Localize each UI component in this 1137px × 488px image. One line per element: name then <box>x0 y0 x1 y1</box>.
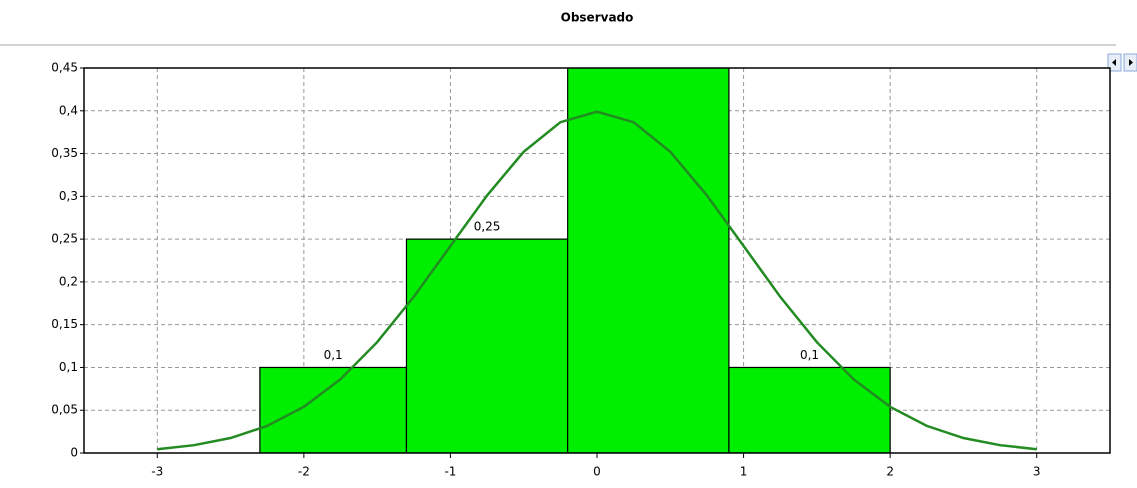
x-tick-label: 3 <box>1033 465 1041 479</box>
chart-title: Observado <box>561 11 634 25</box>
x-tick-label: -1 <box>444 465 456 479</box>
value-label: 0,1 <box>800 348 819 362</box>
y-tick-label: 0,45 <box>51 61 78 75</box>
x-tick-label: 2 <box>886 465 894 479</box>
bar <box>259 366 408 453</box>
bar <box>567 68 730 453</box>
axes: 0 0,05 0,1 0,15 0,2 0,25 0,3 0,35 0,4 0,45 -3 -2 -1 0… <box>51 61 1040 479</box>
value-label: 0,1 <box>324 348 343 362</box>
density-curve <box>157 110 1037 451</box>
y-tick-label: 0,25 <box>51 232 78 246</box>
arrow-left <box>1112 59 1116 66</box>
y-tick-label: 0,1 <box>59 360 78 374</box>
y-tick-label: 0,3 <box>59 189 78 203</box>
x-tick-label: -2 <box>298 465 310 479</box>
bar <box>728 366 891 453</box>
arrow-right <box>1129 59 1133 66</box>
scroll-buttons[interactable] <box>1107 53 1137 72</box>
y-tick-label: 0,15 <box>51 317 78 331</box>
curve-layer <box>157 110 1037 451</box>
y-tick-label: 0,2 <box>59 274 78 288</box>
y-tick-label: 0,4 <box>59 103 78 117</box>
bars <box>259 68 891 453</box>
bar <box>405 238 569 453</box>
x-tick-label: 0 <box>593 465 601 479</box>
x-tick-label: -3 <box>151 465 163 479</box>
value-labels: 0,1 0,25 0,1 <box>324 220 819 362</box>
x-tick-label: 1 <box>740 465 748 479</box>
y-tick-label: 0,35 <box>51 146 78 160</box>
value-label: 0,25 <box>474 220 501 234</box>
y-tick-label: 0 <box>70 446 78 460</box>
y-tick-label: 0,05 <box>51 403 78 417</box>
